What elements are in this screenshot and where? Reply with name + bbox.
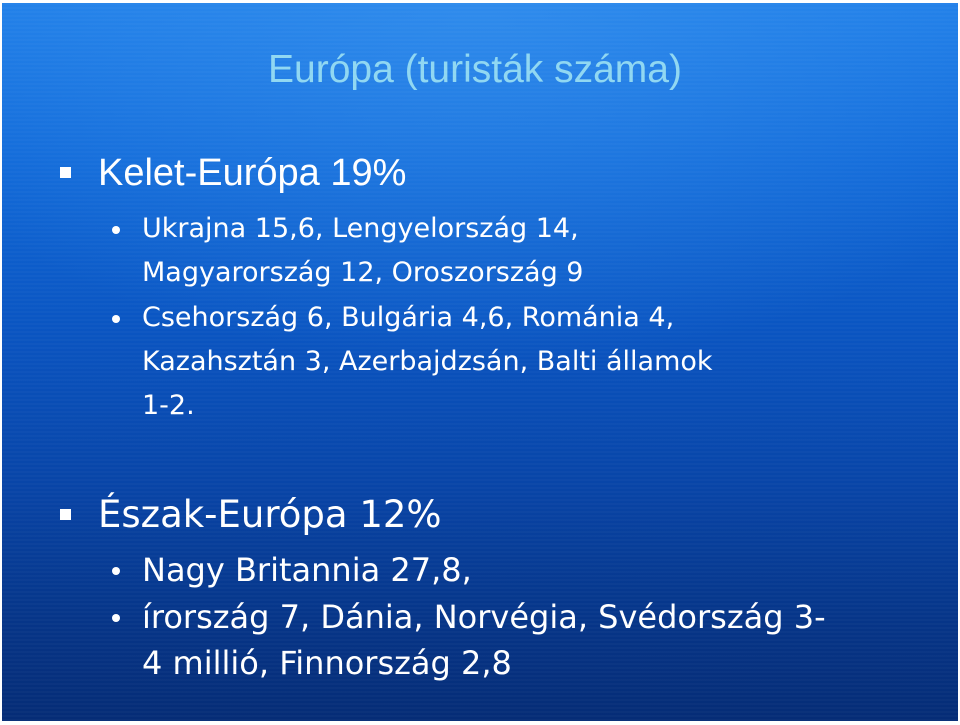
square-bullet-icon [60, 509, 71, 520]
list-item: Ukrajna 15,6, Lengyelország 14, Magyaror… [110, 207, 900, 297]
round-bullet-icon [112, 315, 120, 323]
list-item-text: Nagy Britannia 27,8, [142, 551, 472, 589]
list-item-text: Csehország 6, Bulgária 4,6, Románia 4, K… [142, 302, 713, 421]
section-heading-text: Kelet-Európa 19% [98, 152, 407, 194]
list-item-text: írország 7, Dánia, Norvégia, Svédország … [142, 598, 826, 682]
list-item: Csehország 6, Bulgária 4,6, Románia 4, K… [110, 296, 900, 431]
list-item: írország 7, Dánia, Norvégia, Svédország … [110, 594, 900, 689]
slide: Európa (turisták száma) Kelet-Európa 19%… [2, 3, 958, 721]
list-item: Nagy Britannia 27,8, [110, 547, 900, 592]
section-heading-text: Észak-Európa 12% [98, 493, 442, 536]
round-bullet-icon [112, 567, 120, 575]
round-bullet-icon [112, 614, 120, 622]
square-bullet-icon [60, 167, 71, 178]
slide-title: Európa (turisták száma) [268, 48, 682, 91]
round-bullet-icon [112, 226, 120, 234]
list-item-text: Ukrajna 15,6, Lengyelország 14, Magyaror… [142, 213, 584, 288]
